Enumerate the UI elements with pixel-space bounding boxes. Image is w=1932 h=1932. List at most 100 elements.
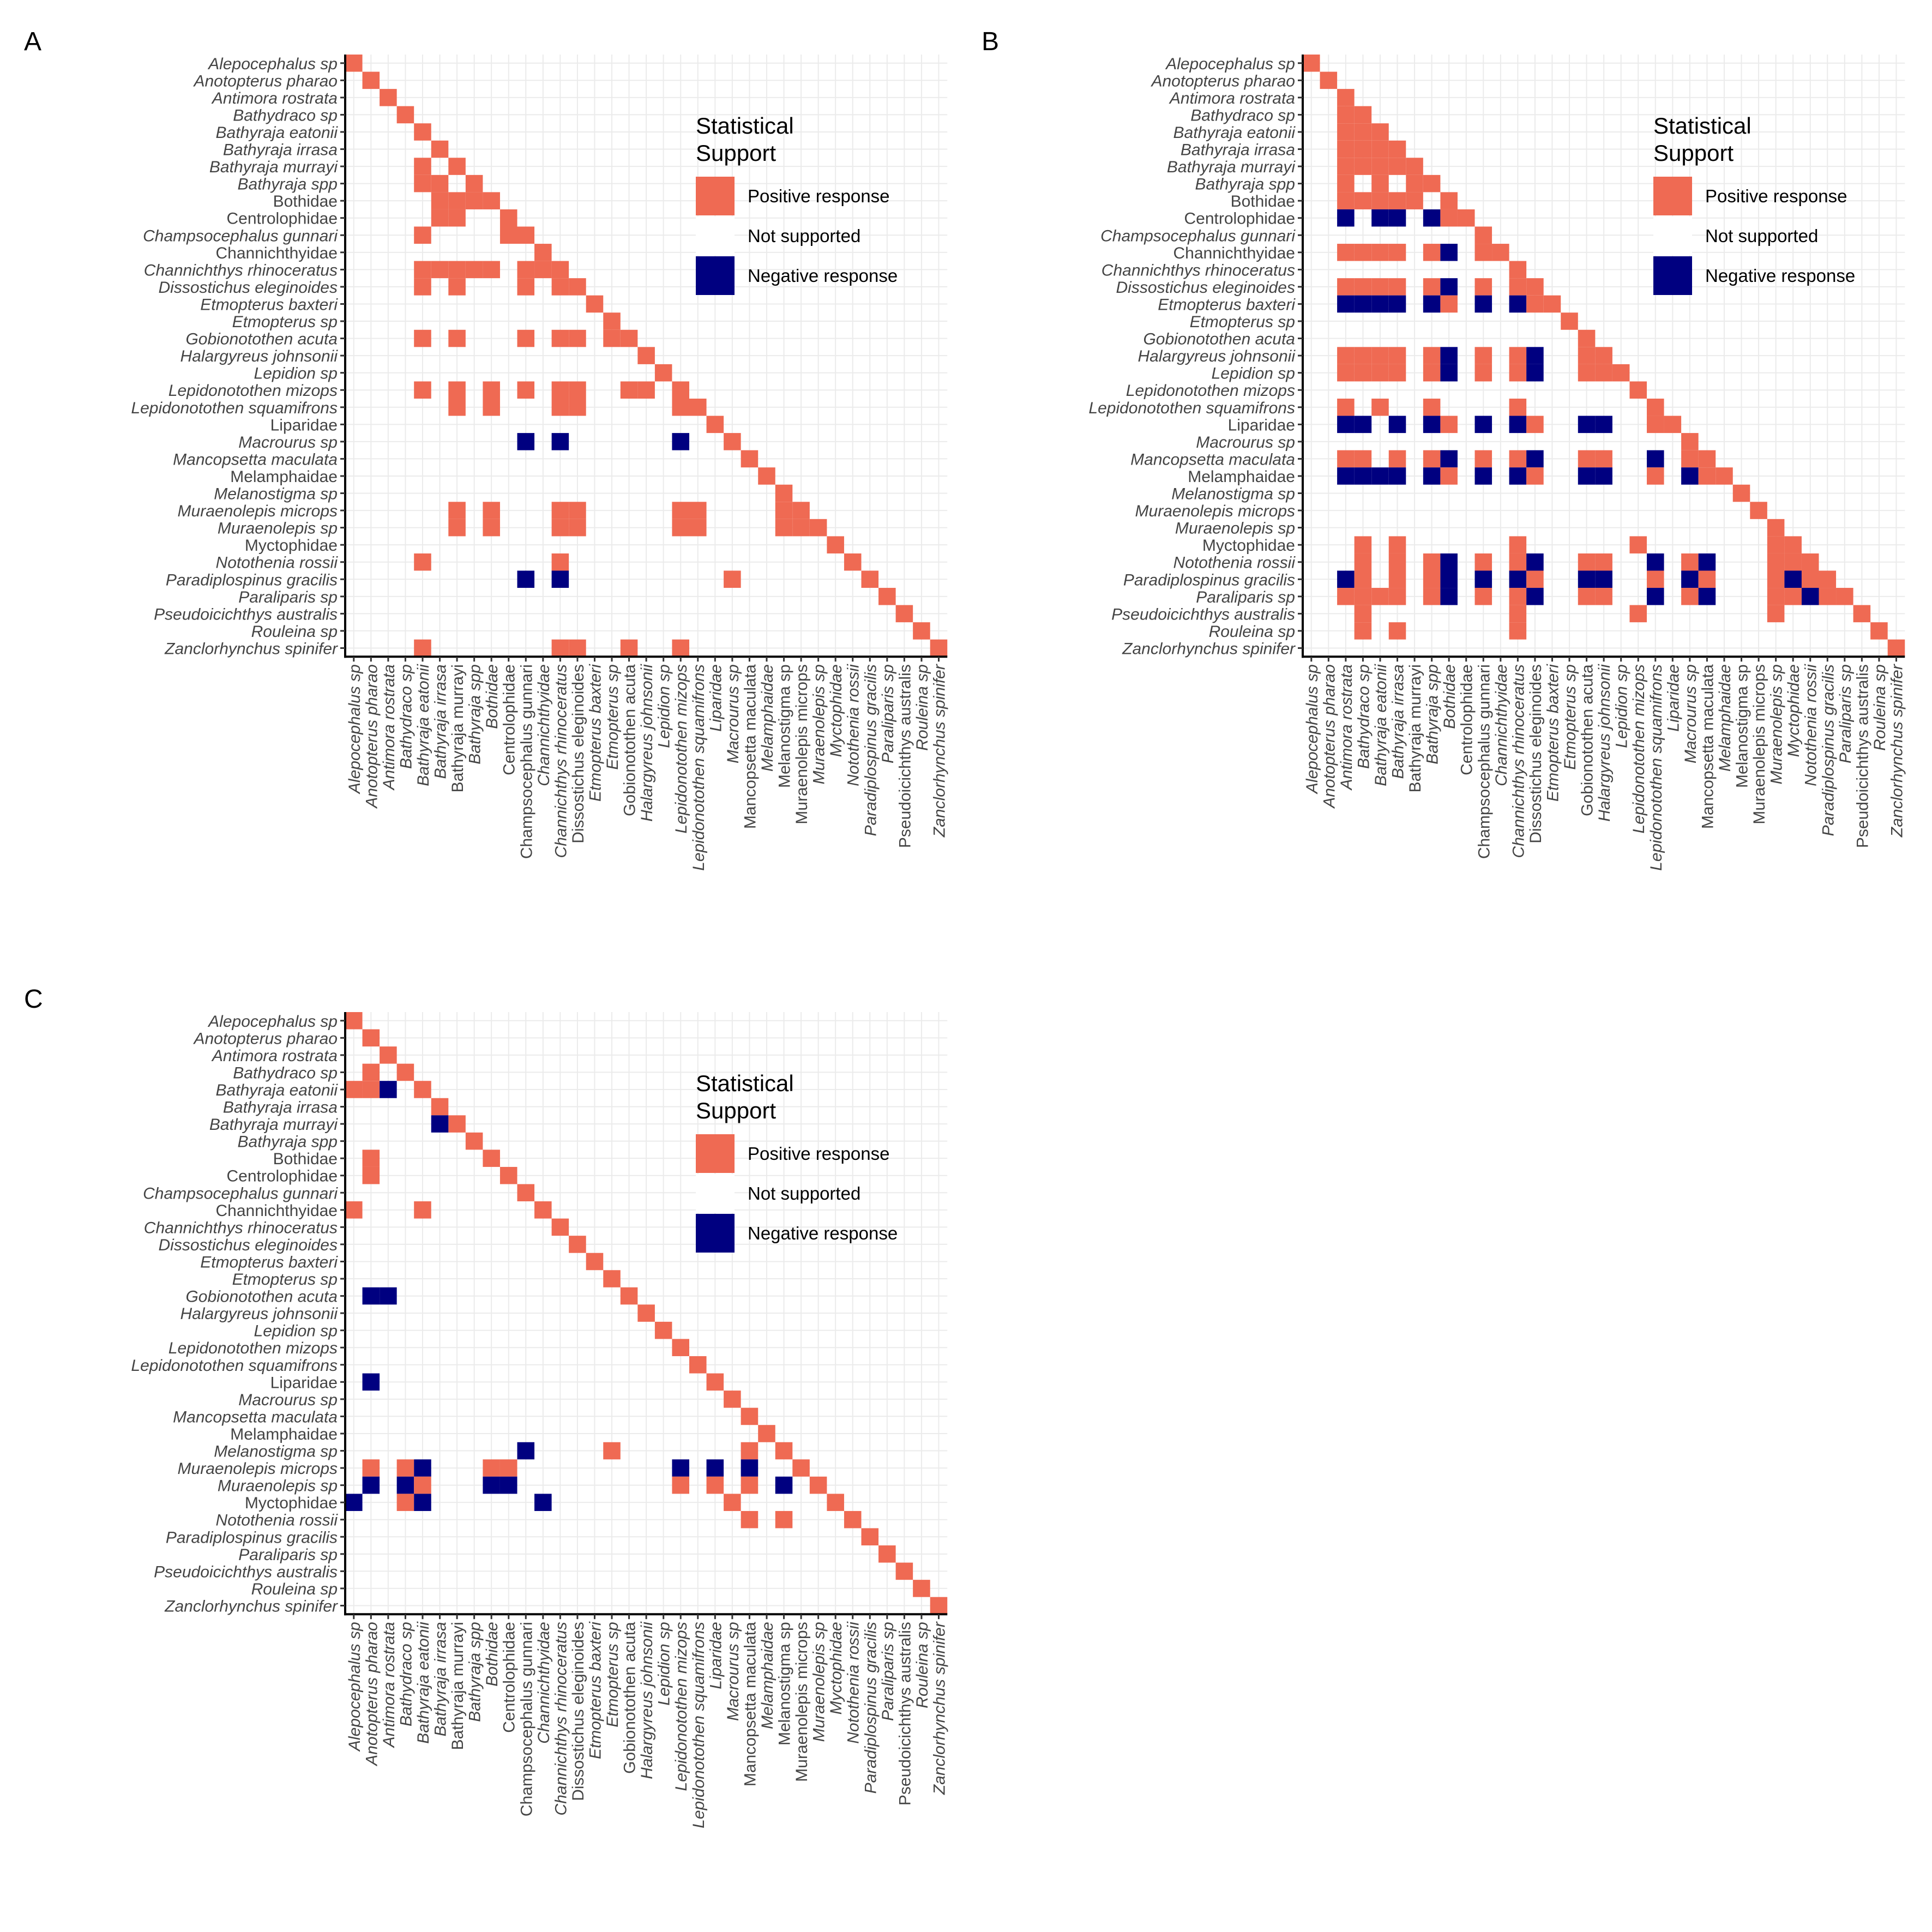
x-tick-label: Lepidonotothen mizops (672, 664, 690, 833)
y-tick-label: Channichthyidae (216, 244, 338, 262)
x-tick-label: Melanostigma sp (776, 664, 794, 788)
y-tick-label: Alepocephalus sp (207, 1013, 338, 1031)
heatmap-cell-negative (345, 1494, 363, 1511)
heatmap-cell-positive (1509, 347, 1527, 364)
x-tick-label: Bathyraja irrasa (432, 1622, 450, 1736)
heatmap-cell-positive (1784, 553, 1802, 571)
x-tick-label: Anotopterus pharao (363, 664, 381, 809)
heatmap-cell-diagonal (844, 1510, 862, 1528)
x-tick-label: Muraenolepis microps (793, 664, 811, 824)
heatmap-cell-positive (414, 158, 431, 175)
x-tick-label: Melamphaidae (1716, 664, 1734, 772)
heatmap-cell-diagonal (1647, 399, 1664, 416)
heatmap-cell-positive (792, 519, 810, 537)
heatmap-cell-diagonal (775, 1442, 793, 1460)
x-tick-label: Channichthyidae (1492, 664, 1510, 786)
heatmap-cell-negative (1698, 588, 1716, 605)
heatmap-cell-diagonal (534, 1201, 552, 1219)
heatmap-cell-positive (448, 519, 466, 537)
heatmap-cell-negative (1578, 570, 1596, 588)
y-tick-label: Muraenolepis sp (218, 520, 338, 538)
heatmap-cell-positive (569, 502, 586, 519)
heatmap-cell-negative (551, 570, 569, 588)
heatmap-cell-positive (1371, 278, 1389, 296)
legend-key (696, 256, 735, 295)
legend-title: Support (696, 140, 776, 166)
heatmap-cell-diagonal (1492, 244, 1509, 261)
heatmap-cell-diagonal (913, 1580, 930, 1597)
y-tick-label: Antimora rostrata (211, 89, 338, 107)
y-tick-label: Etmopterus baxteri (200, 1253, 338, 1271)
y-tick-label: Muraenolepis sp (218, 1477, 338, 1495)
heatmap-cell-diagonal (1543, 295, 1561, 313)
x-tick-label: Lepidonotothen mizops (1630, 664, 1648, 833)
y-tick-label: Halargyreus johnsonii (180, 1305, 339, 1323)
y-tick-label: Bathyraja murrayi (209, 1116, 338, 1134)
heatmap-cell-positive (1578, 588, 1596, 605)
y-tick-label: Mancopsetta maculata (1130, 450, 1295, 468)
x-tick-label: Channichthys rhinoceratus (1509, 664, 1527, 858)
heatmap-cell-positive (431, 261, 449, 279)
heatmap-cell-negative (1423, 416, 1441, 434)
heatmap-cell-positive (414, 1476, 431, 1494)
heatmap-cell-positive (1474, 278, 1492, 296)
x-tick-label: Muraenolepis sp (1768, 664, 1786, 784)
heatmap-cell-positive (1578, 553, 1596, 571)
heatmap-cell-diagonal (362, 1029, 380, 1047)
heatmap-cell-positive (672, 519, 689, 537)
heatmap-cell-positive (1354, 244, 1372, 261)
heatmap-cell-positive (1509, 536, 1527, 553)
y-tick-label: Paraliparis sp (238, 588, 338, 606)
heatmap-cell-diagonal (1320, 71, 1338, 89)
x-tick-label: Muraenolepis microps (793, 1622, 811, 1781)
heatmap-cell-negative (1371, 209, 1389, 227)
y-tick-label: Paradiplospinus gracilis (1123, 571, 1295, 589)
heatmap-cell-positive (1423, 364, 1441, 382)
heatmap-cell-diagonal (603, 312, 621, 330)
heatmap-cell-positive (569, 399, 586, 416)
x-tick-label: Rouleina sp (913, 664, 931, 750)
y-tick-label: Champsocephalus gunnari (1100, 227, 1296, 245)
heatmap-cell-diagonal (1870, 622, 1888, 640)
y-tick-label: Lepidonotothen squamifrons (131, 1357, 338, 1375)
x-tick-label: Notothenia rossii (845, 664, 863, 786)
x-tick-label: Liparidae (1664, 664, 1682, 731)
y-tick-label: Paradiplospinus gracilis (166, 571, 338, 589)
heatmap-cell-positive (551, 278, 569, 296)
heatmap-cell-positive (1337, 347, 1355, 364)
heatmap-cell-negative (1423, 209, 1441, 227)
heatmap-cell-diagonal (1457, 209, 1475, 227)
heatmap-cell-positive (551, 502, 569, 519)
y-tick-label: Centrolophidae (1184, 210, 1295, 228)
heatmap-cell-negative (1337, 416, 1355, 434)
x-tick-label: Lepidonotothen mizops (672, 1622, 690, 1791)
heatmap-cell-positive (551, 399, 569, 416)
y-tick-label: Bothidae (273, 1150, 338, 1168)
x-tick-label: Bathyraja murrayi (449, 664, 467, 792)
x-tick-label: Bathyraja spp (466, 664, 484, 764)
heatmap-cell-positive (1509, 364, 1527, 382)
x-tick-label: Champsocephalus gunnari (517, 1622, 535, 1816)
y-tick-label: Etmopterus sp (232, 1271, 338, 1289)
heatmap-cell-positive (1440, 209, 1458, 227)
heatmap-cell-positive (1440, 295, 1458, 313)
x-tick-label: Centrolophidae (1458, 664, 1476, 775)
heatmap-cell-diagonal (1612, 364, 1630, 382)
heatmap-cell-diagonal (569, 278, 586, 296)
y-tick-label: Etmopterus baxteri (200, 296, 338, 314)
panel-letter: C (24, 985, 43, 1014)
x-tick-label: Lepidion sp (655, 1622, 673, 1705)
heatmap-cell-positive (1337, 106, 1355, 124)
heatmap-cell-positive (706, 1476, 724, 1494)
y-tick-label: Etmopterus sp (232, 313, 338, 331)
x-tick-label: Melanostigma sp (776, 1622, 794, 1746)
legend-label: Negative response (1705, 266, 1855, 286)
heatmap-cell-negative (1647, 553, 1664, 571)
x-tick-label: Rouleina sp (913, 1622, 931, 1708)
heatmap-cell-negative (1595, 570, 1612, 588)
y-tick-label: Muraenolepis sp (1175, 520, 1295, 538)
